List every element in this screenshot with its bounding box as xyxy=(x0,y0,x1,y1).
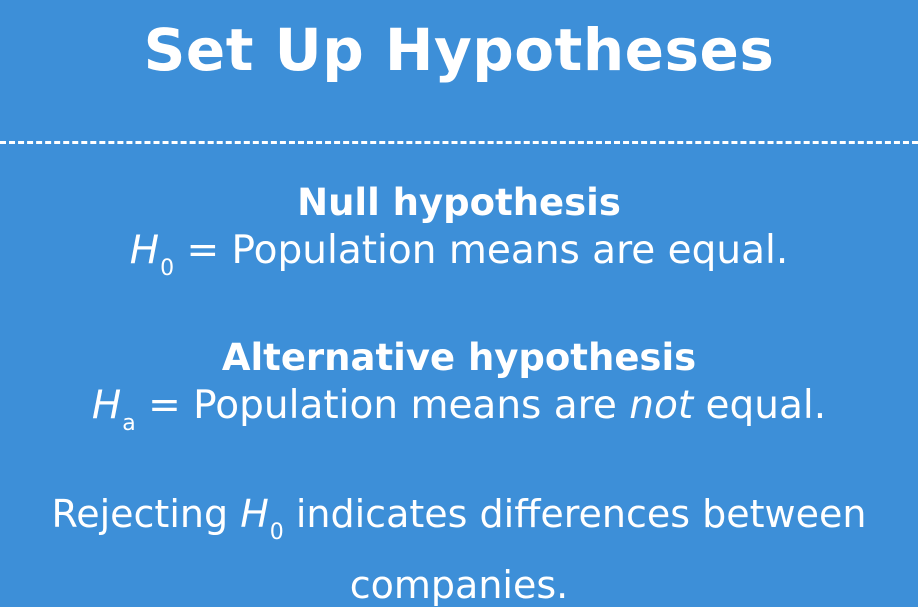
conclusion-symbol: H xyxy=(240,492,269,536)
null-hypothesis-text: = Population means are equal. xyxy=(186,228,789,273)
null-hypothesis-block: Null hypothesis H0 = Population means ar… xyxy=(0,180,918,294)
conclusion-line-2: companies. xyxy=(349,563,569,607)
conclusion-suffix: indicates differences between xyxy=(295,492,867,536)
conclusion-line-1: Rejecting H0 indicates differences betwe… xyxy=(0,488,918,559)
alternative-hypothesis-symbol: H xyxy=(91,383,122,428)
conclusion-prefix: Rejecting xyxy=(51,492,229,536)
conclusion-subscript: 0 xyxy=(269,520,284,545)
alternative-hypothesis-heading: Alternative hypothesis xyxy=(221,336,697,379)
null-hypothesis-statement: H0 = Population means are equal. xyxy=(0,226,918,294)
alternative-hypothesis-text-before: = Population means are xyxy=(148,383,617,428)
alternative-hypothesis-block: Alternative hypothesis Ha = Population m… xyxy=(0,335,918,449)
alternative-hypothesis-text-after: equal. xyxy=(705,383,827,428)
null-hypothesis-symbol: H xyxy=(129,228,160,273)
null-hypothesis-heading: Null hypothesis xyxy=(297,181,621,224)
conclusion-block: Rejecting H0 indicates differences betwe… xyxy=(0,488,918,607)
slide-title: Set Up Hypotheses xyxy=(143,16,775,84)
alternative-hypothesis-subscript: a xyxy=(122,411,136,436)
alternative-hypothesis-statement: Ha = Population means are not equal. xyxy=(0,381,918,449)
dashed-divider xyxy=(0,141,918,144)
alternative-hypothesis-emphasis: not xyxy=(629,383,694,428)
null-hypothesis-subscript: 0 xyxy=(160,256,175,281)
